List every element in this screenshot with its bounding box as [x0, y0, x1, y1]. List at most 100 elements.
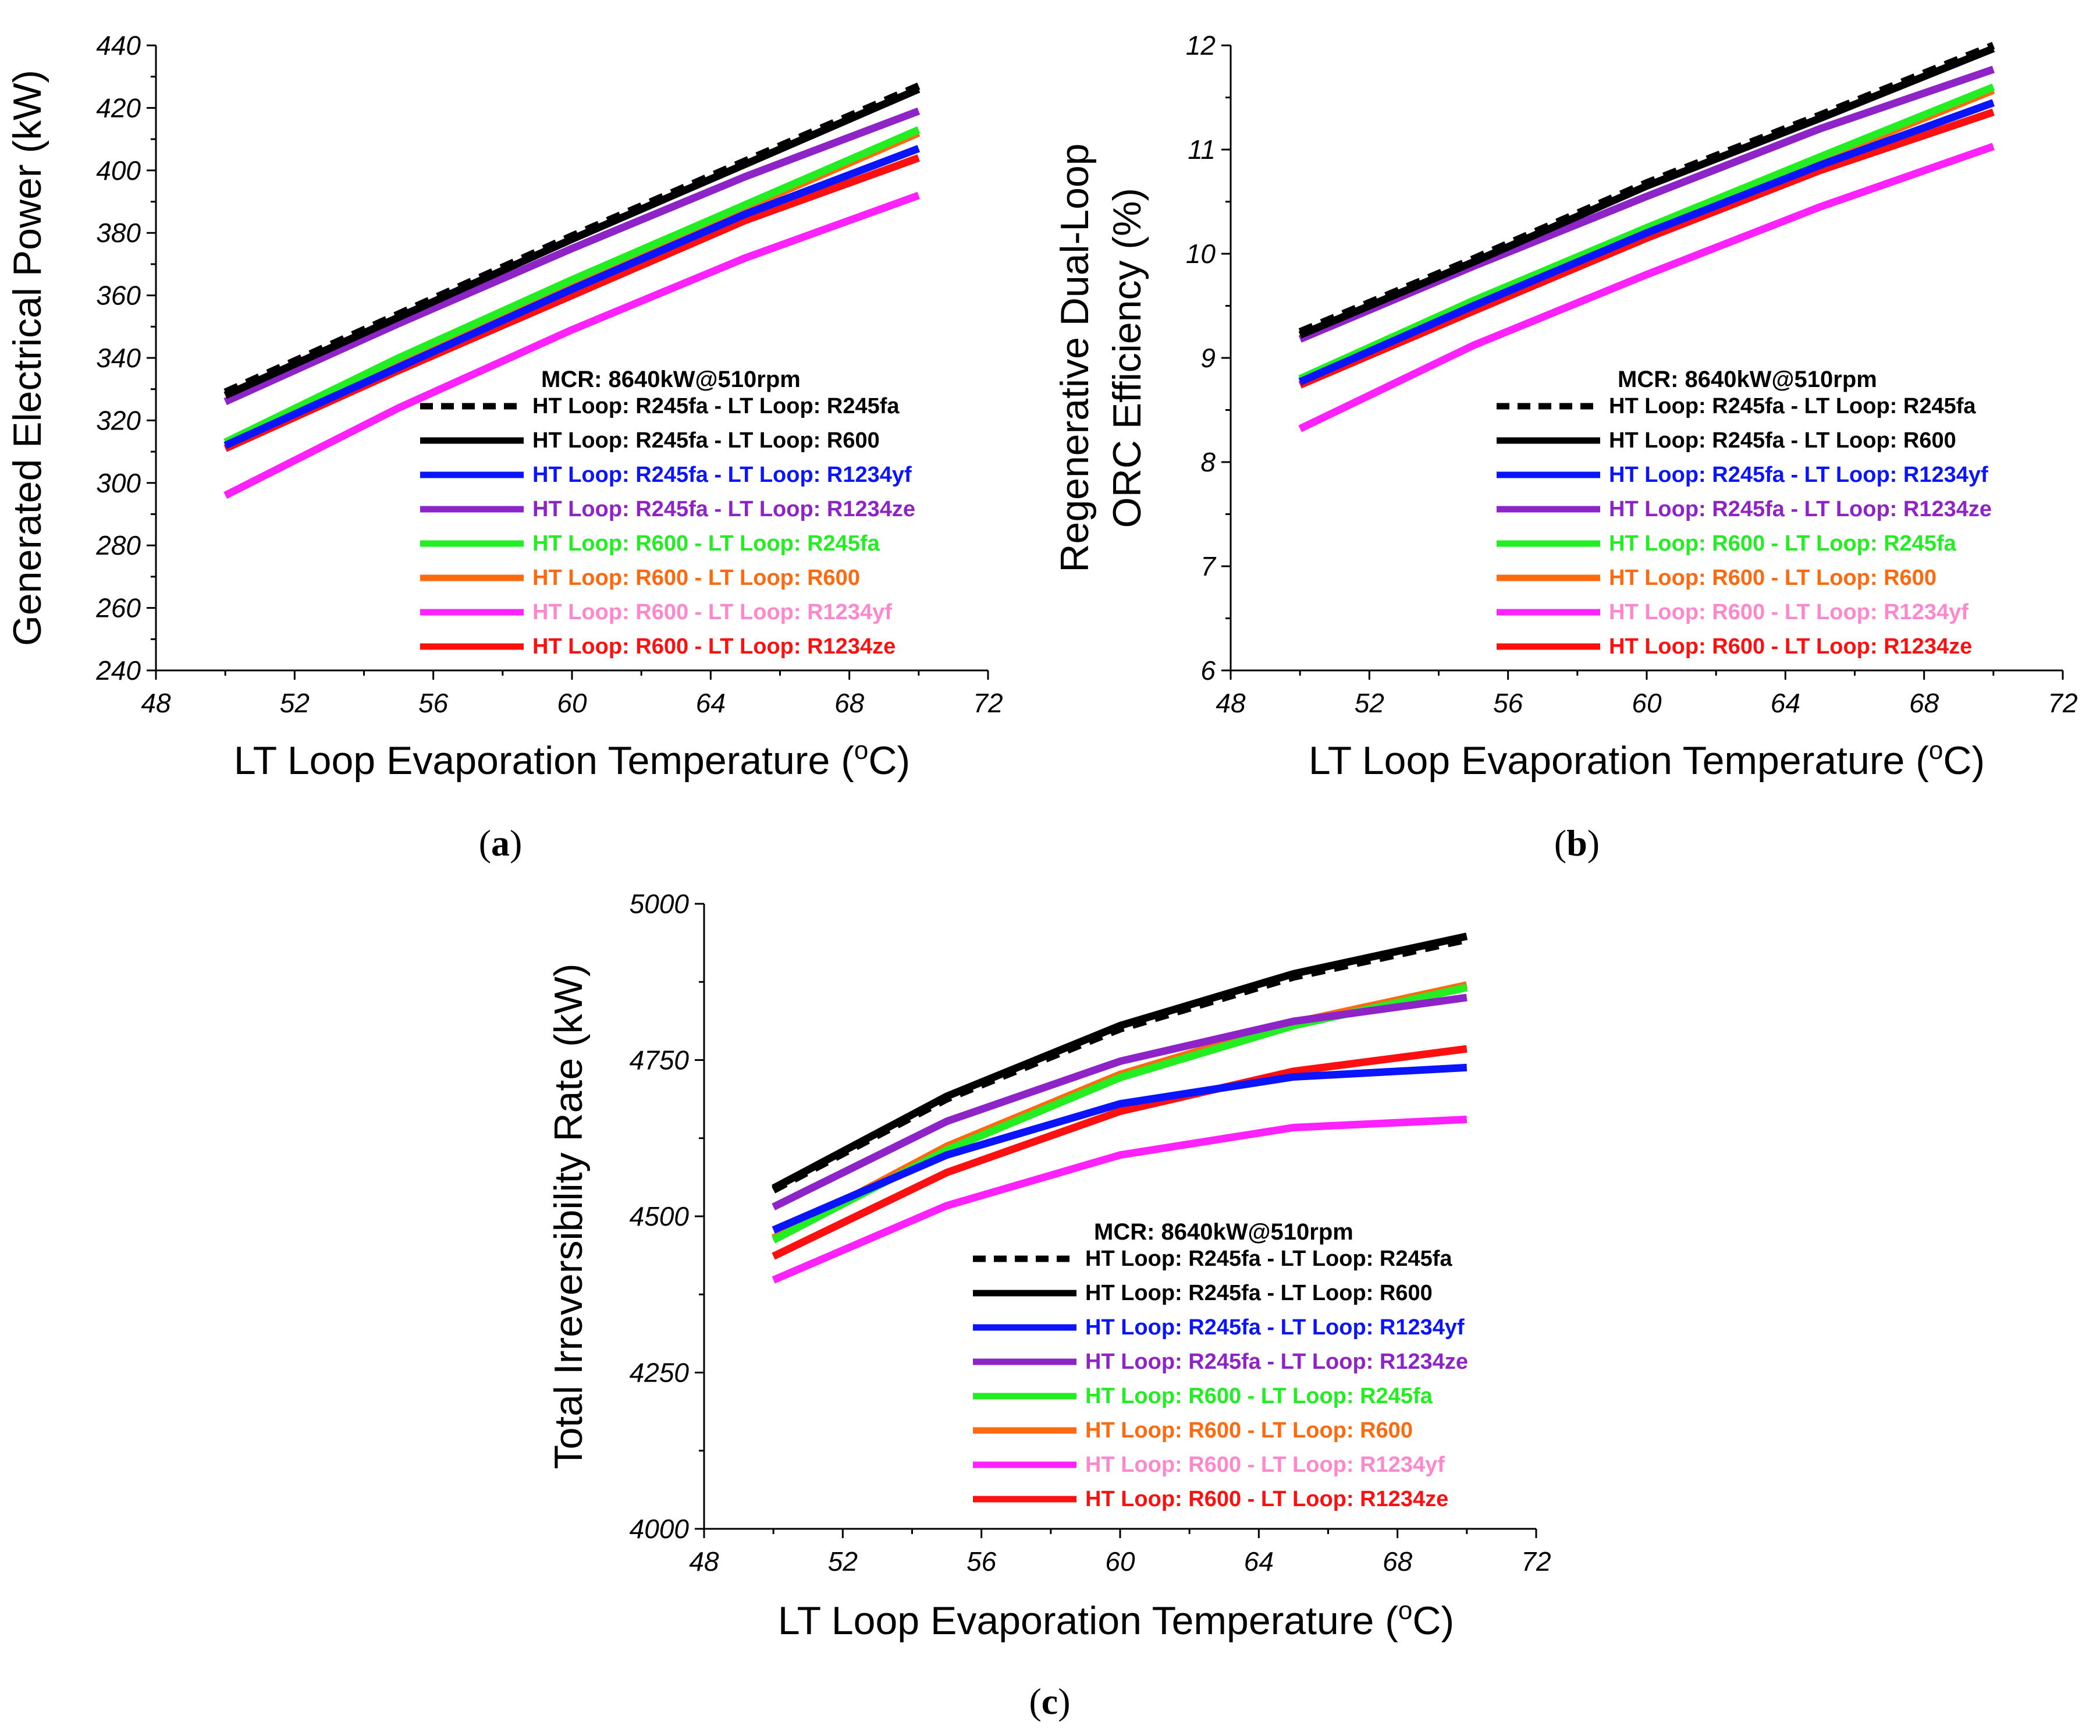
- series-line: [223, 145, 921, 449]
- y-tick-label: 360: [96, 281, 141, 311]
- x-tick-label: 72: [973, 688, 1003, 718]
- series-line: [772, 935, 1468, 1194]
- panel-label: (c): [1029, 1681, 1070, 1722]
- x-tick-label: 48: [1216, 688, 1246, 718]
- x-axis-title-end: C): [868, 739, 910, 783]
- x-tick-label: 48: [689, 1546, 719, 1577]
- y-tick-label: 4250: [630, 1358, 690, 1388]
- y-tick-label: 280: [95, 530, 141, 560]
- y-tick-label: 12: [1186, 30, 1216, 61]
- y-axis-title-line2: ORC Efficiency (%): [1105, 188, 1149, 528]
- series-line: [223, 86, 921, 399]
- legend-label: HT Loop: R600 - LT Loop: R1234yf: [1609, 600, 1968, 624]
- x-tick-label: 64: [696, 688, 726, 718]
- legend-label: HT Loop: R245fa - LT Loop: R1234ze: [532, 497, 915, 521]
- x-tick-label: 64: [1244, 1546, 1274, 1577]
- x-tick-label: 72: [1521, 1546, 1551, 1577]
- x-tick-label: 68: [1383, 1546, 1413, 1577]
- y-tick-label: 440: [96, 30, 141, 61]
- legend-label: HT Loop: R245fa - LT Loop: R1234ze: [1085, 1350, 1468, 1374]
- panel-label-letter: c: [1042, 1681, 1058, 1722]
- x-axis-title-sup: o: [854, 736, 868, 765]
- panel-label-close: ): [1058, 1681, 1070, 1722]
- y-tick-label: 6: [1200, 655, 1216, 686]
- y-tick-label: 10: [1186, 239, 1216, 269]
- x-tick-label: 52: [280, 688, 310, 718]
- panel-label-open: (: [1029, 1681, 1041, 1722]
- legend-label: HT Loop: R600 - LT Loop: R1234yf: [1085, 1453, 1445, 1477]
- panel-label-letter: a: [491, 822, 510, 864]
- x-tick-label: 60: [557, 688, 587, 718]
- y-tick-label: 420: [96, 93, 141, 123]
- series-line: [772, 1045, 1467, 1260]
- chart-panel-a: 240 260 280 300 320 340 360 380 400 420 440 48 52 56 6…: [5, 30, 1003, 864]
- y-axis-title: Generated Electrical Power (kW): [5, 70, 49, 646]
- series-line: [1298, 143, 1995, 432]
- legend-label: HT Loop: R600 - LT Loop: R600: [1085, 1418, 1413, 1443]
- chart-panel-b: 6 7 8 9 10 11 12 48 52 56 60 64 68 72 LT Loop Evaporat…: [1053, 30, 2078, 864]
- legend-label: HT Loop: R600 - LT Loop: R245fa: [1085, 1384, 1433, 1408]
- y-tick-label: 4750: [630, 1045, 690, 1075]
- y-tick-label: 11: [1188, 134, 1216, 165]
- y-tick-label: 4500: [630, 1201, 690, 1231]
- legend-label: HT Loop: R245fa - LT Loop: R245fa: [1085, 1247, 1452, 1271]
- legend-label: HT Loop: R245fa - LT Loop: R1234yf: [1609, 463, 1988, 487]
- panel-label: (b): [1554, 822, 1600, 864]
- series-line: [223, 107, 921, 406]
- y-tick-label: 8: [1200, 447, 1216, 477]
- x-axis-title-sup: o: [1398, 1596, 1412, 1625]
- x-tick-label: 56: [967, 1546, 997, 1577]
- series-line: [223, 126, 921, 446]
- x-axis-title-main: LT Loop Evaporation Temperature (: [234, 739, 854, 783]
- x-tick-label: 56: [418, 688, 449, 718]
- panel-label: (a): [479, 822, 523, 864]
- panel-label-close: ): [1587, 822, 1600, 864]
- y-tick-label: 380: [96, 218, 141, 248]
- y-tick-label: 320: [96, 405, 141, 435]
- panel-label-letter: b: [1566, 822, 1587, 864]
- series-line: [1298, 83, 1995, 382]
- panel-label-open: (: [479, 822, 491, 864]
- x-axis-title-end: C): [1412, 1599, 1454, 1643]
- x-tick-label: 68: [1909, 688, 1939, 718]
- legend-label: HT Loop: R245fa - LT Loop: R600: [532, 428, 880, 453]
- y-tick-label: 240: [95, 655, 141, 686]
- legend-label: HT Loop: R600 - LT Loop: R1234ze: [1609, 634, 1972, 659]
- y-axis-title: Total Irreversibility Rate (kW): [546, 963, 591, 1469]
- legend-label: HT Loop: R245fa - LT Loop: R600: [1085, 1281, 1433, 1305]
- series-line: [772, 1116, 1467, 1284]
- legend-title: MCR: 8640kW@510rpm: [1618, 367, 1877, 392]
- y-tick-label: 340: [96, 343, 141, 373]
- y-tick-label: 400: [96, 155, 141, 186]
- legend-label: HT Loop: R600 - LT Loop: R600: [532, 566, 860, 590]
- y-tick-label: 260: [95, 593, 141, 623]
- x-tick-label: 56: [1493, 688, 1523, 718]
- y-tick-label: 7: [1200, 551, 1216, 581]
- series-line: [772, 1063, 1467, 1234]
- x-axis-title-end: C): [1943, 739, 1985, 783]
- x-axis-title: LT Loop Evaporation Temperature (oC): [1309, 736, 1985, 783]
- legend-label: HT Loop: R600 - LT Loop: R1234ze: [1085, 1487, 1448, 1511]
- x-axis-title: LT Loop Evaporation Temperature (oC): [234, 736, 910, 783]
- x-tick-label: 48: [141, 688, 171, 718]
- y-tick-label: 5000: [630, 889, 690, 919]
- series-line: [1298, 45, 1995, 339]
- x-axis-title: LT Loop Evaporation Temperature (oC): [778, 1596, 1454, 1643]
- x-tick-label: 60: [1105, 1546, 1135, 1577]
- x-axis-title-main: LT Loop Evaporation Temperature (: [1309, 739, 1929, 783]
- y-tick-label: 9: [1200, 343, 1216, 373]
- legend-label: HT Loop: R600 - LT Loop: R1234ze: [532, 634, 896, 659]
- x-tick-label: 52: [828, 1546, 858, 1577]
- x-axis-title-main: LT Loop Evaporation Temperature (: [778, 1599, 1398, 1643]
- x-tick-label: 72: [2048, 688, 2077, 718]
- y-tick-label: 300: [96, 468, 141, 498]
- legend-label: HT Loop: R600 - LT Loop: R1234yf: [532, 600, 892, 624]
- legend-label: HT Loop: R600 - LT Loop: R600: [1609, 566, 1936, 590]
- x-tick-label: 68: [834, 688, 865, 718]
- x-axis-title-sup: o: [1929, 736, 1943, 765]
- series-line: [223, 82, 921, 396]
- legend-label: HT Loop: R245fa - LT Loop: R245fa: [1609, 394, 1976, 418]
- series-line: [772, 993, 1467, 1210]
